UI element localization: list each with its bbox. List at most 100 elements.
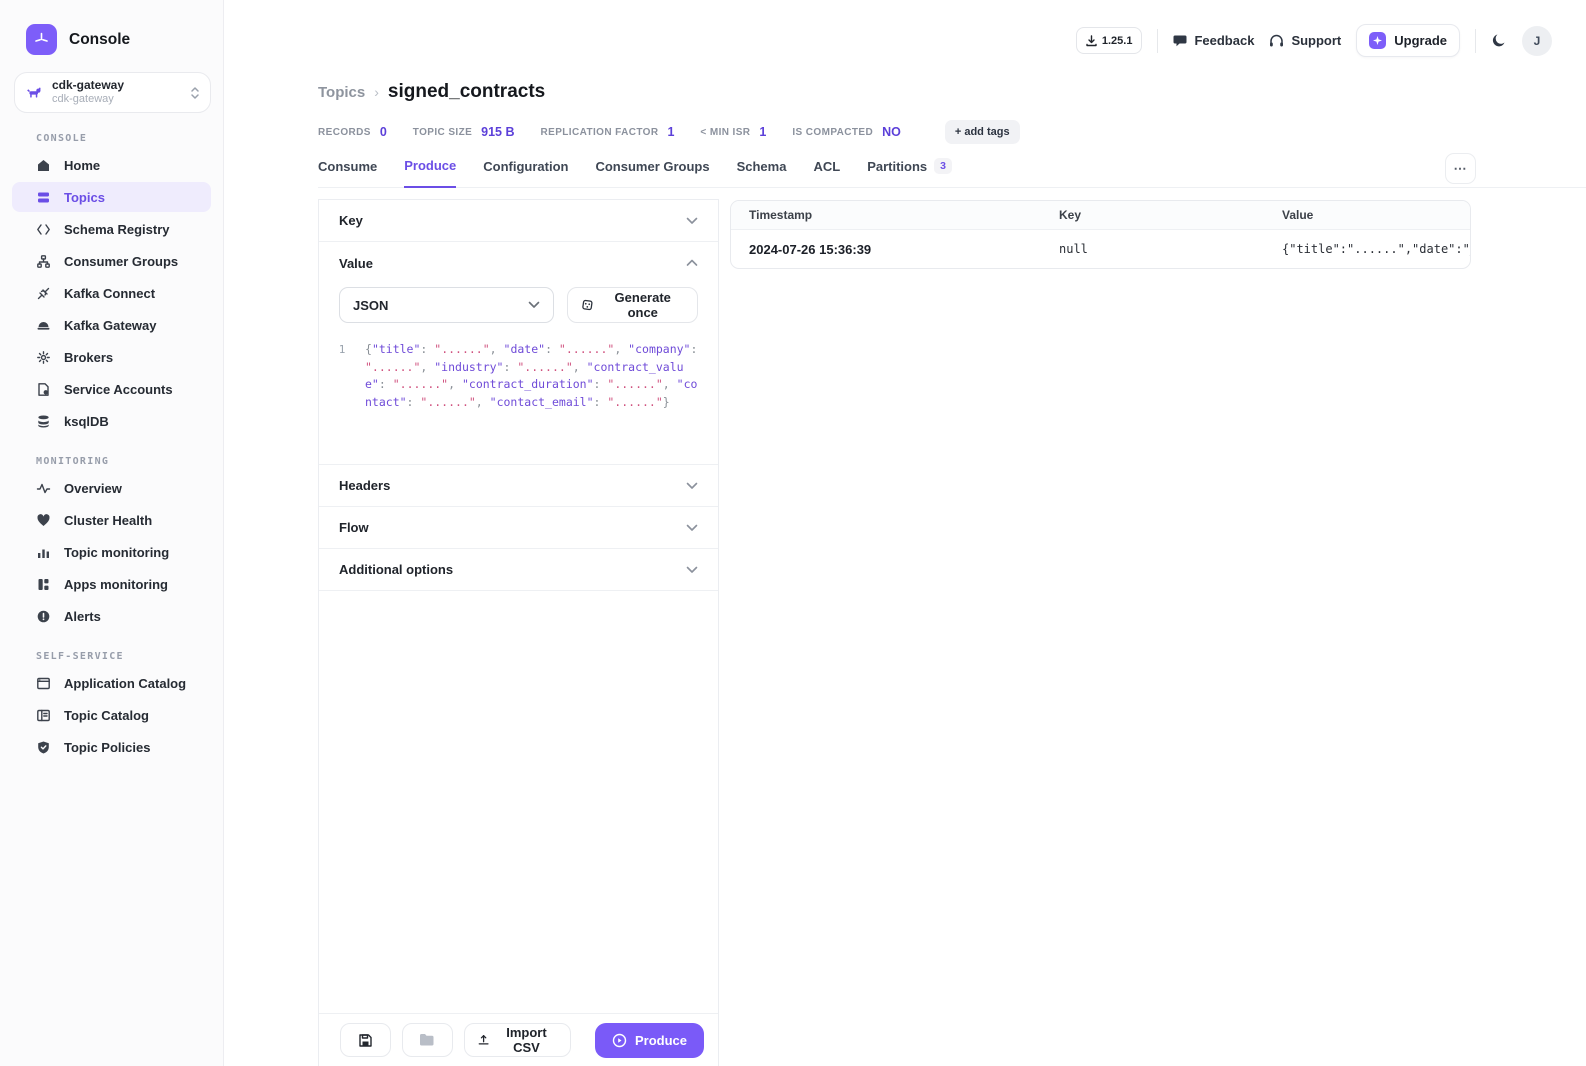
divider <box>1157 29 1158 53</box>
value-section: Value JSON Generate once 1 {"tit <box>319 242 718 465</box>
apps-monitoring-icon <box>36 577 51 592</box>
cluster-name: cdk-gateway <box>52 78 190 93</box>
chevron-down-icon <box>686 566 698 574</box>
sidebar-item-label: Topic monitoring <box>64 545 169 560</box>
main-area: 1.25.1 Feedback Support Upgrade <box>224 0 1586 1066</box>
import-csv-button[interactable]: Import CSV <box>464 1023 571 1057</box>
support-button[interactable]: Support <box>1269 33 1341 48</box>
column-header-timestamp: Timestamp <box>731 208 1041 222</box>
stat--min-isr: < MIN ISR 1 <box>700 125 766 139</box>
load-template-button[interactable] <box>402 1023 453 1057</box>
value-controls: JSON Generate once <box>319 284 718 329</box>
feedback-button[interactable]: Feedback <box>1173 33 1254 48</box>
tab-consume[interactable]: Consume <box>318 158 377 187</box>
cluster-subtitle: cdk-gateway <box>52 93 190 107</box>
produce-footer: Import CSV Produce <box>319 1013 718 1066</box>
sidebar-item-service-accounts[interactable]: Service Accounts <box>12 374 211 404</box>
sidebar-item-label: Schema Registry <box>64 222 170 237</box>
sidebar-item-label: Service Accounts <box>64 382 173 397</box>
user-avatar[interactable]: J <box>1522 26 1552 56</box>
tab-schema[interactable]: Schema <box>737 158 787 187</box>
tab-label: Configuration <box>483 159 568 174</box>
breadcrumb-topics-link[interactable]: Topics <box>318 84 365 101</box>
sparkle-icon <box>1369 32 1386 49</box>
support-label: Support <box>1291 33 1341 48</box>
sidebar-item-kafka-gateway[interactable]: Kafka Gateway <box>12 310 211 340</box>
cell-key: null <box>1041 242 1264 256</box>
sidebar-item-topic-policies[interactable]: Topic Policies <box>12 732 211 762</box>
sidebar-item-label: Alerts <box>64 609 101 624</box>
chevron-down-icon <box>686 217 698 225</box>
headers-section-header[interactable]: Headers <box>319 465 718 507</box>
sidebar-item-topic-monitoring[interactable]: Topic monitoring <box>12 537 211 567</box>
tab-label: ACL <box>813 159 840 174</box>
sidebar-item-ksqldb[interactable]: ksqlDB <box>12 406 211 436</box>
additional-options-section-header[interactable]: Additional options <box>319 549 718 591</box>
table-header-row: Timestamp Key Value <box>731 201 1470 230</box>
tab-label: Schema <box>737 159 787 174</box>
tab-produce[interactable]: Produce <box>404 158 456 188</box>
tab-label: Consume <box>318 159 377 174</box>
stat-value: 0 <box>380 125 387 139</box>
sidebar-item-application-catalog[interactable]: Application Catalog <box>12 668 211 698</box>
sidebar-item-topics[interactable]: Topics <box>12 182 211 212</box>
avatar-initial: J <box>1534 34 1541 48</box>
download-icon <box>1086 35 1097 47</box>
stat-replication-factor: REPLICATION FACTOR1 <box>541 125 675 139</box>
sidebar-item-label: Application Catalog <box>64 676 186 691</box>
sidebar-item-overview[interactable]: Overview <box>12 473 211 503</box>
sidebar-item-home[interactable]: Home <box>12 150 211 180</box>
dark-mode-toggle[interactable] <box>1491 33 1507 49</box>
headers-section-label: Headers <box>339 478 390 493</box>
sidebar-item-schema-registry[interactable]: Schema Registry <box>12 214 211 244</box>
produce-button[interactable]: Produce <box>595 1023 704 1058</box>
editor-line-number: 1 <box>319 341 365 464</box>
value-section-header[interactable]: Value <box>319 242 718 284</box>
sidebar-item-kafka-connect[interactable]: Kafka Connect <box>12 278 211 308</box>
tab-consumer-groups[interactable]: Consumer Groups <box>595 158 709 187</box>
value-section-label: Value <box>339 256 373 271</box>
sidebar-item-label: Overview <box>64 481 122 496</box>
stat-value: 1 <box>759 125 766 139</box>
panel-spacer <box>319 591 718 1013</box>
save-template-button[interactable] <box>340 1023 391 1057</box>
cluster-switcher[interactable]: cdk-gateway cdk-gateway <box>14 72 211 113</box>
stat-label: < MIN ISR <box>700 127 750 138</box>
tab-acl[interactable]: ACL <box>813 158 840 187</box>
tab-partitions[interactable]: Partitions3 <box>867 158 952 187</box>
section-label: MONITORING <box>36 456 223 467</box>
headphones-icon <box>1269 34 1284 48</box>
chevron-right-icon: › <box>374 84 379 100</box>
floppy-disk-icon <box>358 1033 373 1048</box>
version-badge[interactable]: 1.25.1 <box>1076 27 1143 54</box>
more-options-button[interactable]: ⋯ <box>1445 153 1476 184</box>
table-row[interactable]: 2024-07-26 15:36:39null{"title":"......"… <box>731 230 1470 268</box>
sidebar-item-label: Topic Catalog <box>64 708 149 723</box>
sidebar-item-alerts[interactable]: Alerts <box>12 601 211 631</box>
column-header-value: Value <box>1264 208 1470 222</box>
sidebar-nav: CONSOLEHomeTopicsSchema RegistryConsumer… <box>0 133 223 762</box>
tab-label: Partitions <box>867 159 927 174</box>
upload-icon <box>478 1033 489 1047</box>
updown-chevron-icon <box>190 86 200 100</box>
page-title: signed_contracts <box>388 81 545 103</box>
upgrade-button[interactable]: Upgrade <box>1356 24 1460 57</box>
stat-topic-size: TOPIC SIZE915 B <box>413 125 515 139</box>
flow-section-header[interactable]: Flow <box>319 507 718 549</box>
serializer-select[interactable]: JSON <box>339 287 554 323</box>
tab-label: Consumer Groups <box>595 159 709 174</box>
sidebar-item-apps-monitoring[interactable]: Apps monitoring <box>12 569 211 599</box>
ksqldb-icon <box>36 414 51 429</box>
stat-label: TOPIC SIZE <box>413 127 472 138</box>
sidebar-item-cluster-health[interactable]: Cluster Health <box>12 505 211 535</box>
sidebar-item-topic-catalog[interactable]: Topic Catalog <box>12 700 211 730</box>
generate-once-button[interactable]: Generate once <box>567 287 698 323</box>
value-json-editor[interactable]: 1 {"title": "......", "date": "......", … <box>319 329 718 464</box>
app-title: Console <box>69 31 130 49</box>
key-section-header[interactable]: Key <box>319 200 718 242</box>
tab-configuration[interactable]: Configuration <box>483 158 568 187</box>
breadcrumb: Topics › signed_contracts <box>318 81 545 103</box>
add-tags-button[interactable]: + add tags <box>945 120 1020 144</box>
sidebar-item-brokers[interactable]: Brokers <box>12 342 211 372</box>
sidebar-item-consumer-groups[interactable]: Consumer Groups <box>12 246 211 276</box>
